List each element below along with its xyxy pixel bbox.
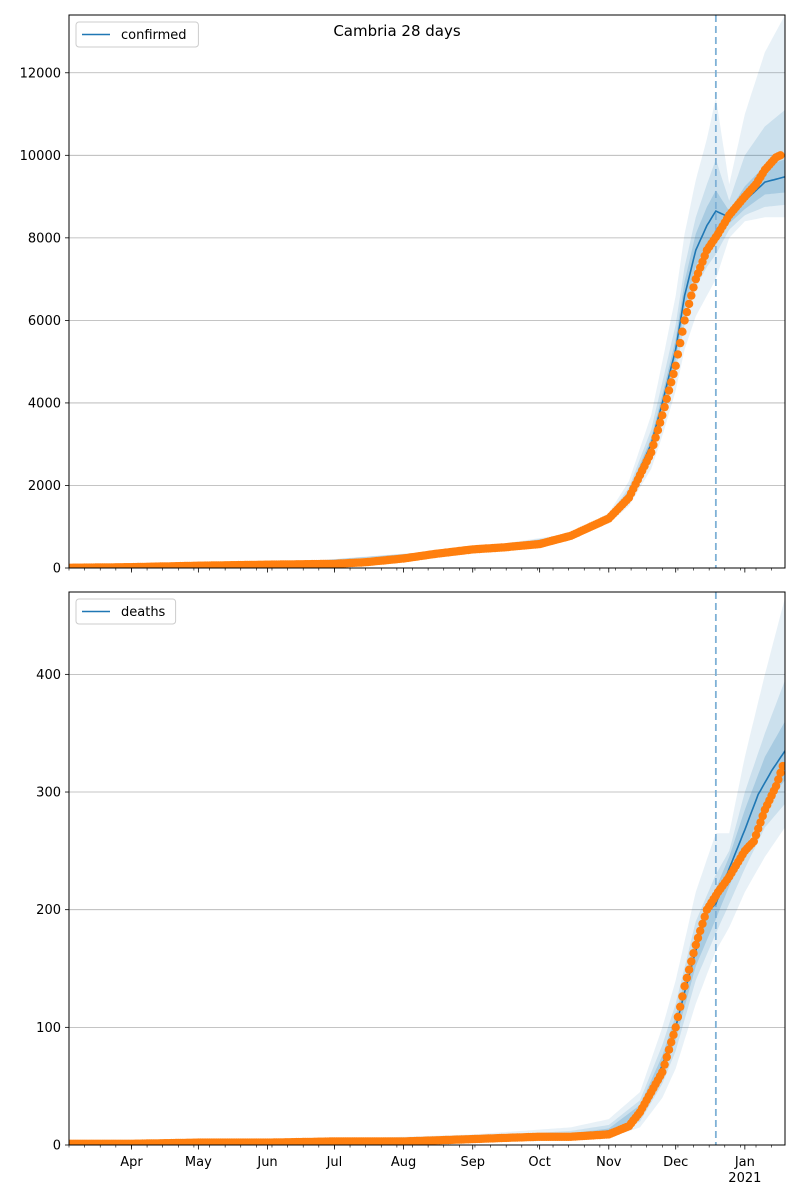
observed-point	[667, 378, 676, 387]
observed-point	[698, 919, 707, 928]
x-tick-sublabel: 2021	[728, 1171, 761, 1186]
x-tick-label: Oct	[528, 1155, 550, 1170]
observed-point	[691, 940, 700, 950]
observed-point	[669, 369, 678, 379]
y-tick-label: 6000	[28, 314, 61, 329]
legend-box	[75, 21, 199, 48]
y-tick-label: 0	[53, 562, 61, 577]
x-tick-label: Apr	[120, 1155, 143, 1170]
observed-point	[673, 350, 683, 359]
observed-point	[678, 992, 687, 1001]
confirmed-panel: 0 2000 4000 6000 8000 10000 12000 confirmed	[20, 14, 786, 577]
observed-point	[776, 151, 785, 160]
observed-point	[678, 327, 687, 336]
axes-frame	[68, 591, 786, 1146]
observed-point	[676, 1002, 685, 1011]
observed-point	[673, 1012, 683, 1022]
observed-point	[751, 830, 761, 840]
x-tick-label: Aug	[391, 1155, 416, 1170]
x-tick-label: Jul	[326, 1155, 343, 1170]
observed-point	[669, 1030, 678, 1040]
observed-point	[693, 933, 703, 943]
y-tick-label: 12000	[20, 66, 61, 81]
y-tick-label: 4000	[28, 396, 61, 411]
observed-point	[651, 433, 660, 442]
observed-point	[647, 448, 656, 457]
x-tick-label: Dec	[663, 1155, 688, 1170]
y-tick-label: 300	[36, 786, 61, 801]
observed-point	[776, 768, 785, 777]
y-tick-label: 2000	[28, 479, 61, 494]
observed-point	[687, 291, 696, 300]
observed-point	[778, 761, 785, 771]
y-tick-label: 200	[36, 903, 61, 918]
observed-point	[658, 411, 667, 420]
chart-title: Cambria 28 days	[333, 22, 461, 40]
observed-point	[696, 926, 705, 936]
y-tick-label: 400	[36, 668, 61, 683]
uncertainty-band	[69, 159, 785, 568]
observed-point	[671, 361, 680, 370]
plot-area	[69, 592, 785, 1145]
model-line	[69, 750, 785, 1145]
observed-point	[684, 965, 694, 974]
observed-point	[754, 824, 763, 833]
plot-area	[69, 15, 785, 568]
legend-label: confirmed	[121, 28, 187, 43]
observed-point	[664, 386, 674, 395]
x-tick-label: Sep	[460, 1155, 485, 1170]
observed-point	[680, 982, 689, 991]
uncertainty-band	[69, 680, 785, 1145]
x-tick-label: Nov	[596, 1155, 622, 1170]
y-tick-label: 10000	[20, 149, 61, 164]
observed-point	[682, 973, 692, 983]
x-tick-label: May	[185, 1155, 212, 1170]
observed-point	[658, 1067, 667, 1077]
observed-point	[671, 1023, 680, 1032]
y-tick-label: 8000	[28, 231, 61, 246]
observed-point	[689, 949, 698, 958]
deaths-panel: 0 100 200 300 400 Apr May Jun Jul Aug Sep Oct Nov Dec…	[36, 591, 786, 1186]
x-tick-label: Jun	[256, 1155, 277, 1170]
observed-point	[749, 837, 758, 846]
observed-point	[771, 781, 781, 791]
observed-point	[682, 307, 692, 317]
y-tick-label: 100	[36, 1021, 61, 1036]
observed-point	[662, 1052, 671, 1062]
uncertainty-band	[69, 15, 785, 568]
observed-point	[662, 394, 671, 403]
observed-point	[680, 316, 689, 325]
observed-point	[689, 283, 698, 292]
x-tick-label: Jan	[734, 1155, 755, 1170]
observed-point	[653, 426, 663, 435]
observed-point	[660, 402, 669, 412]
observed-point	[649, 440, 658, 450]
y-tick-label: 0	[53, 1139, 61, 1154]
observed-point	[756, 818, 765, 827]
uncertainty-band	[69, 597, 785, 1145]
observed-point	[700, 912, 709, 921]
observed-point	[684, 299, 694, 309]
observed-point	[687, 957, 696, 966]
observed-point	[664, 1045, 674, 1054]
axes-frame	[68, 14, 786, 569]
legend-box	[75, 598, 177, 625]
observed-point	[774, 775, 783, 784]
observed-point	[660, 1060, 669, 1069]
legend-label: deaths	[121, 605, 166, 620]
observed-point	[758, 811, 767, 821]
observed-point	[667, 1038, 676, 1047]
observed-point	[655, 418, 665, 427]
uncertainty-band	[69, 721, 785, 1144]
observed-point	[676, 338, 685, 348]
